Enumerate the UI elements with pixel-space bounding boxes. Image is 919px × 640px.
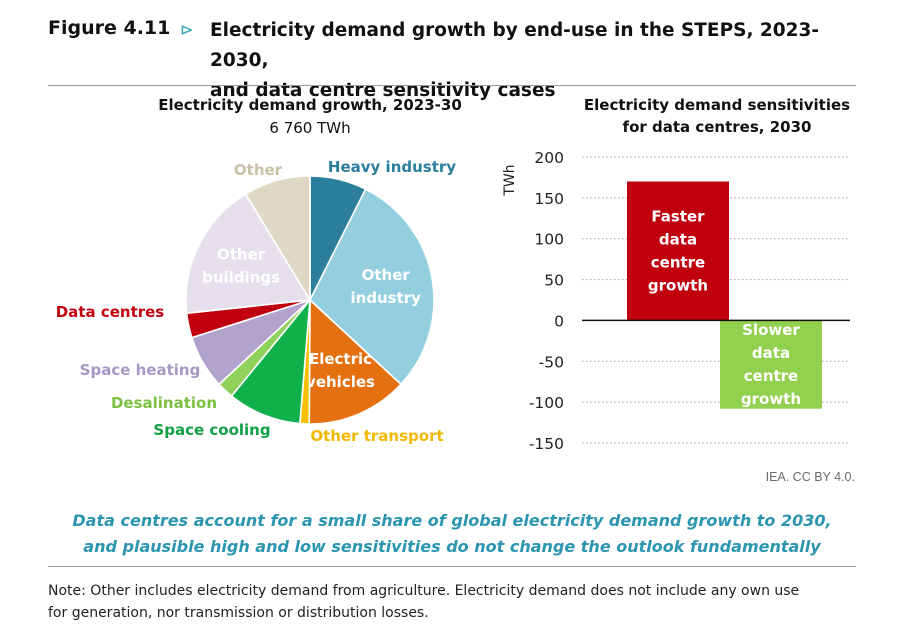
y-tick-label: 200 [534, 149, 564, 167]
credit-text: IEA. CC BY 4.0. [765, 470, 855, 484]
bar-label-faster-data-centre-growth: Faster data centre growth [648, 207, 708, 294]
caption-line-1: Data centres account for a small share o… [72, 511, 832, 530]
bar-label-line: data [659, 230, 697, 248]
bar-label-line: centre [744, 367, 799, 385]
pie-slice-other-buildings [185, 192, 312, 315]
note-line-1: Note: Other includes electricity demand … [48, 583, 800, 599]
pie-label-line: buildings [202, 269, 280, 287]
bar-title-line-1: Electricity demand sensitivities [583, 96, 851, 114]
pie-label-space-heating: Space heating [80, 361, 201, 379]
pie-label-desalination: Desalination [111, 394, 217, 412]
y-tick-label: 150 [534, 190, 564, 208]
y-tick-label: -50 [539, 353, 564, 371]
pie-chart: Heavy industry Other industry Electric vehic… [56, 158, 457, 445]
bar-slower-data-centre-growth [720, 320, 822, 409]
figure-title: Electricity demand growth by end-use in … [210, 16, 860, 106]
pie-label-line: Other [234, 161, 283, 179]
pie-title: Electricity demand growth, 2023-30 [158, 96, 462, 114]
y-tick-label: 100 [534, 231, 564, 249]
pie-label-electric-vehicles: Electric vehicles [306, 350, 375, 391]
pie-label-line: Other [217, 246, 266, 264]
pie-label-space-cooling: Space cooling [153, 421, 270, 439]
top-divider [48, 85, 856, 86]
bar-label-line: centre [651, 253, 706, 271]
pie-label-line: Desalination [111, 394, 217, 412]
pie-label-line: Other [362, 266, 411, 284]
caption-line-2: and plausible high and low sensitivities… [83, 537, 821, 556]
bar-title-line-2: for data centres, 2030 [622, 118, 812, 136]
pie-label-other-industry: Other industry [350, 266, 421, 307]
figure-arrow-icon: ⊳ [180, 22, 194, 39]
bar-title: Electricity demand sensitivities for dat… [567, 94, 867, 138]
pie-slice-other [244, 175, 311, 303]
pie-label-line: Data centres [56, 303, 165, 321]
pie-subtitle: 6 760 TWh [269, 119, 351, 137]
pie-label-data-centres: Data centres [56, 303, 165, 321]
pie-label-other-buildings: Other buildings [202, 246, 280, 287]
y-tick-label: 50 [544, 272, 564, 290]
figure-number: Figure 4.11 [48, 17, 171, 39]
pie-label-line: industry [350, 289, 421, 307]
figure-caption: Data centres account for a small share o… [48, 508, 856, 560]
pie-label-line: Other transport [310, 427, 443, 445]
bar-label-line: data [752, 344, 790, 362]
y-axis-label: TWh [502, 164, 518, 196]
y-tick-label: -150 [529, 435, 564, 453]
bar-label-line: Slower [742, 321, 800, 339]
pie-slice-other-industry [309, 188, 435, 386]
bar-label-line: growth [648, 276, 708, 294]
pie-label-line: Heavy industry [328, 158, 456, 176]
bottom-divider [48, 566, 856, 567]
bar-label-slower-data-centre-growth: Slower data centre growth [741, 321, 801, 408]
pie-label-heavy-industry: Heavy industry [328, 158, 456, 176]
figure-title-line-1: Electricity demand growth by end-use in … [210, 20, 820, 71]
bar-chart: 200 150 100 50 0 -50 -100 -150 TWh Faster data cent… [502, 149, 850, 453]
pie-label-other: Other [234, 161, 283, 179]
pie-slice-electric-vehicles [308, 298, 403, 425]
bar-faster-data-centre-growth [627, 181, 729, 321]
pie-slice-space-cooling [230, 297, 312, 425]
y-tick-label: 0 [554, 312, 564, 330]
pie-label-line: Space cooling [153, 421, 270, 439]
note-line-2: for generation, nor transmission or dist… [48, 605, 429, 621]
pie-label-line: vehicles [306, 373, 375, 391]
y-tick-label: -100 [529, 394, 564, 412]
pie-label-other-transport: Other transport [310, 427, 443, 445]
bar-label-line: growth [741, 390, 801, 408]
pie-label-line: Electric [309, 350, 372, 368]
figure-note: Note: Other includes electricity demand … [48, 580, 863, 624]
pie-label-line: Space heating [80, 361, 201, 379]
bar-label-line: Faster [651, 207, 705, 225]
